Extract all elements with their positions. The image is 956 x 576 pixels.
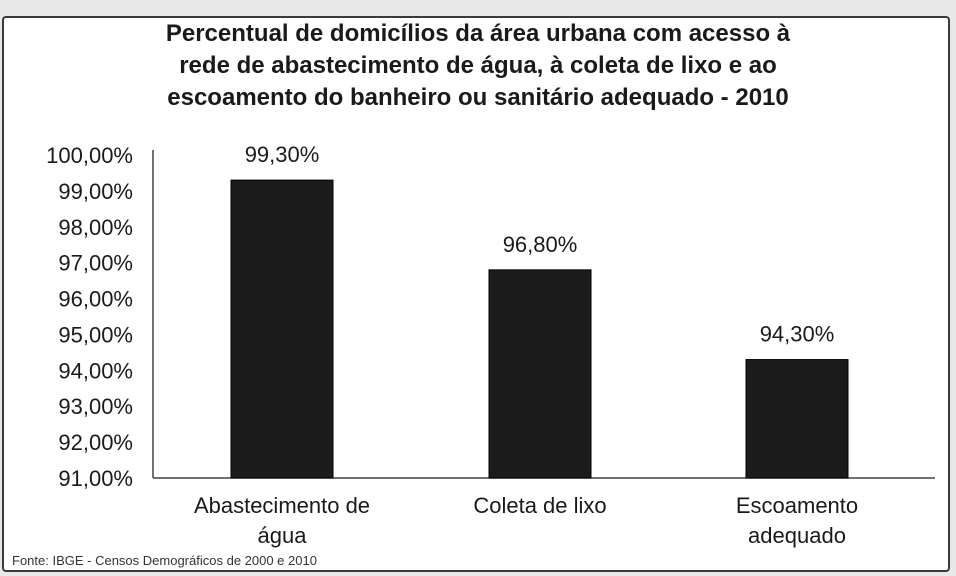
y-tick-label: 93,00% [58,394,133,419]
data-label: 96,80% [503,232,578,257]
y-tick-label: 98,00% [58,215,133,240]
category-label: Coleta de lixo [473,493,606,518]
y-tick-label: 91,00% [58,466,133,491]
y-tick-label: 99,00% [58,179,133,204]
chart-title: Percentual de domicílios da área urbana … [165,20,791,111]
source-note: Fonte: IBGE - Censos Demográficos de 200… [12,553,317,568]
y-tick-label: 94,00% [58,358,133,383]
y-tick-label: 100,00% [46,143,133,168]
category-label: Escoamento [736,493,858,518]
y-tick-label: 97,00% [58,251,133,276]
bar [488,269,592,479]
category-label: Abastecimento de [194,493,370,518]
category-label: adequado [748,523,846,548]
data-label: 99,30% [245,142,320,167]
y-tick-label: 92,00% [58,430,133,455]
bar [745,359,849,479]
category-label: água [258,523,308,548]
data-label: 94,30% [760,322,835,347]
y-tick-label: 95,00% [58,322,133,347]
bar [230,179,334,479]
y-tick-label: 96,00% [58,287,133,312]
chart-frame [2,16,950,572]
